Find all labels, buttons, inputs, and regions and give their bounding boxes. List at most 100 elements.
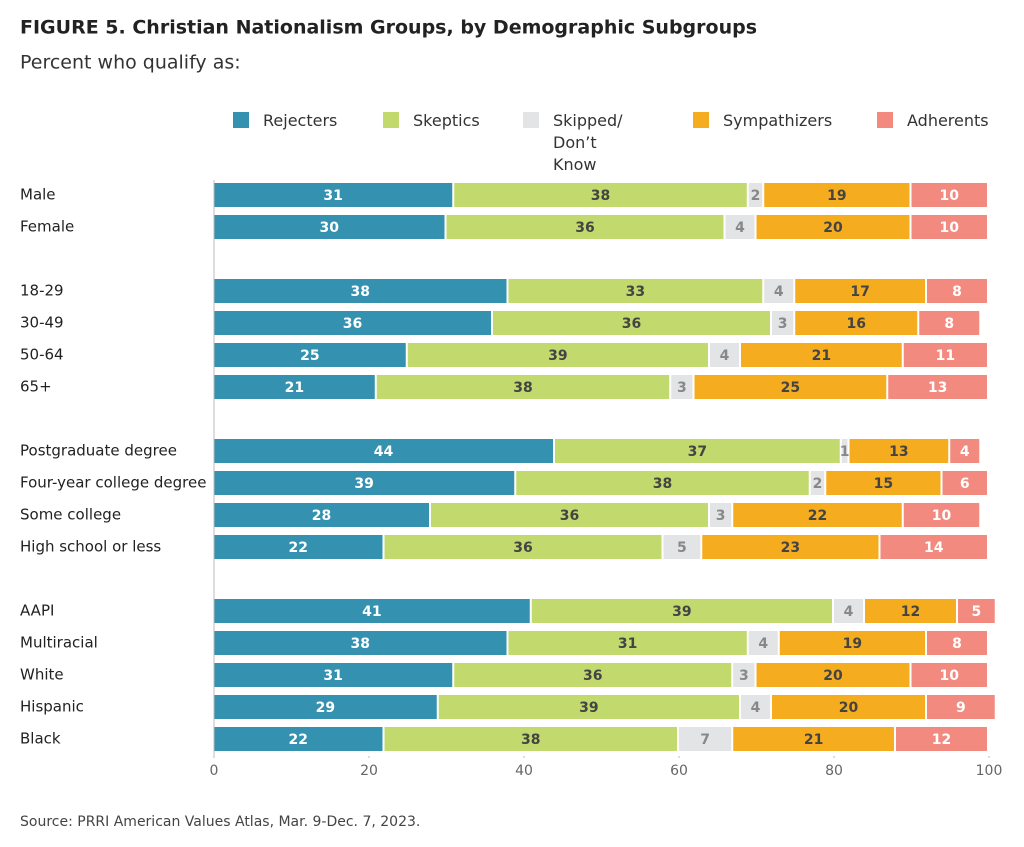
bar-segment: [942, 471, 987, 495]
bar-segment: [756, 215, 910, 239]
legend-swatch: [523, 112, 539, 128]
value-label: 7: [700, 732, 710, 748]
value-label: 3: [677, 380, 687, 396]
chart-title: FIGURE 5. Christian Nationalism Groups, …: [20, 17, 757, 39]
value-label: 31: [323, 668, 342, 684]
value-label: 15: [874, 476, 893, 492]
x-tick-label: 40: [515, 763, 533, 779]
bar-segment: [834, 599, 863, 623]
bar-segment: [702, 535, 879, 559]
value-label: 4: [758, 636, 768, 652]
legend-item: Sympathizers: [693, 110, 853, 132]
legend-swatch: [233, 112, 249, 128]
value-label: 20: [823, 220, 843, 236]
value-label: 4: [735, 220, 745, 236]
value-label: 12: [932, 732, 951, 748]
value-label: 11: [936, 348, 955, 364]
value-label: 2: [813, 476, 823, 492]
category-label: AAPI: [20, 602, 54, 620]
value-label: 22: [289, 732, 308, 748]
chart-subtitle: Percent who qualify as:: [20, 52, 241, 74]
bar-segment: [516, 471, 809, 495]
value-label: 38: [521, 732, 540, 748]
category-label: Black: [20, 730, 61, 748]
legend-swatch: [877, 112, 893, 128]
value-label: 31: [323, 188, 342, 204]
value-label: 36: [583, 668, 602, 684]
x-tick-label: 80: [825, 763, 843, 779]
value-label: 39: [579, 700, 598, 716]
bar-segment: [214, 439, 553, 463]
value-label: 4: [720, 348, 730, 364]
value-label: 39: [548, 348, 567, 364]
bar-segment: [214, 343, 406, 367]
category-label: 65+: [20, 378, 52, 396]
bar-segment: [214, 503, 429, 527]
bar-segment: [911, 663, 987, 687]
bar-segment: [764, 183, 910, 207]
legend-label: Skeptics: [413, 111, 480, 130]
value-label: 9: [956, 700, 966, 716]
bar-segment: [214, 215, 445, 239]
bar-segment: [454, 663, 732, 687]
value-label: 36: [513, 540, 532, 556]
bar-segment: [865, 599, 956, 623]
bar-segment: [733, 727, 894, 751]
value-label: 33: [626, 284, 645, 300]
value-label: 25: [300, 348, 319, 364]
bar-segment: [826, 471, 941, 495]
bar-segment: [214, 599, 530, 623]
value-label: 38: [351, 284, 370, 300]
value-label: 22: [289, 540, 308, 556]
value-label: 8: [952, 284, 962, 300]
legend-label: Sympathizers: [723, 111, 833, 130]
bar-segment: [733, 663, 755, 687]
value-label: 38: [653, 476, 672, 492]
bar-segment: [710, 343, 739, 367]
value-label: 21: [804, 732, 823, 748]
bar-segment: [741, 695, 770, 719]
bar-segment: [927, 631, 987, 655]
bar-segment: [446, 215, 724, 239]
category-label: High school or less: [20, 538, 161, 556]
value-label: 20: [839, 700, 859, 716]
value-label: 4: [751, 700, 761, 716]
bar-segment: [927, 279, 987, 303]
bar-segment: [710, 503, 732, 527]
bar-segment: [531, 599, 832, 623]
bar-segment: [849, 439, 949, 463]
value-label: 3: [716, 508, 726, 524]
value-label: 10: [940, 668, 960, 684]
value-label: 10: [940, 188, 960, 204]
category-label: Male: [20, 186, 56, 204]
x-tick-label: 20: [360, 763, 378, 779]
bar-segment: [384, 727, 677, 751]
value-label: 39: [672, 604, 691, 620]
value-label: 23: [781, 540, 800, 556]
bar-segment: [756, 663, 910, 687]
bar-segment: [376, 375, 670, 399]
value-label: 36: [560, 508, 579, 524]
bar-segment: [679, 727, 732, 751]
x-tick-label: 100: [976, 763, 1003, 779]
value-label: 8: [944, 316, 954, 332]
bar-segment: [214, 663, 453, 687]
value-label: 5: [972, 604, 982, 620]
value-label: 36: [343, 316, 362, 332]
value-label: 4: [774, 284, 784, 300]
x-tick-label: 60: [670, 763, 688, 779]
bar-segment: [911, 183, 987, 207]
bar-segment: [795, 279, 925, 303]
bar-segment: [725, 215, 755, 239]
bar-segment: [764, 279, 794, 303]
value-label: 30: [320, 220, 340, 236]
value-label: 37: [688, 444, 707, 460]
value-label: 36: [575, 220, 594, 236]
value-label: 13: [928, 380, 947, 396]
value-label: 19: [843, 636, 862, 652]
bar-segment: [772, 311, 794, 335]
value-label: 20: [823, 668, 843, 684]
bar-segment: [555, 439, 840, 463]
legend-item: Rejecters: [233, 110, 393, 132]
